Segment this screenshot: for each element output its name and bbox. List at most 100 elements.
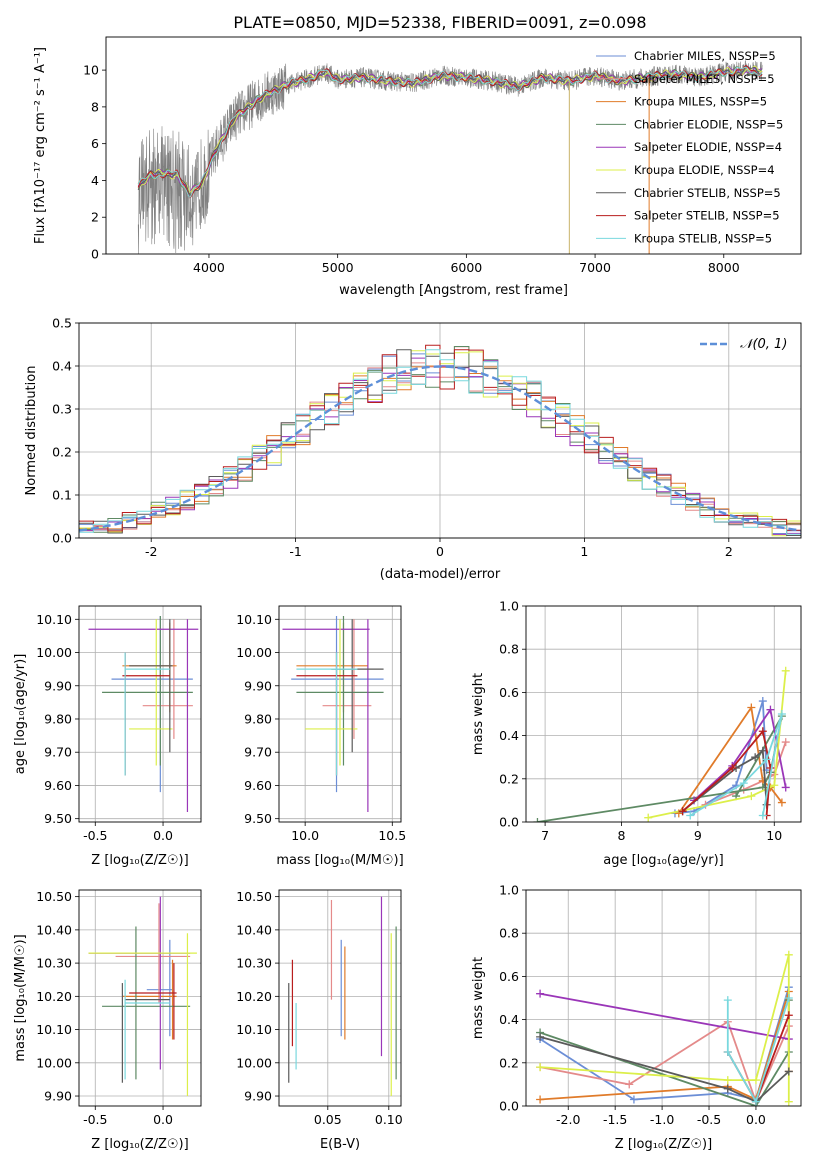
x-axis-label: wavelength [Angstrom, rest frame] [339,283,568,298]
y-tick-label: 10.50 [36,889,72,904]
y-tick-label: 10.10 [36,1022,72,1037]
y-tick-label: 10.50 [236,889,272,904]
weight-marker [758,727,767,736]
plot-area-weight_vs_Z [536,950,793,1106]
x-tick-label: 1 [580,544,588,559]
y-tick-label: 0.1 [52,488,72,503]
y-tick-label: 0.2 [499,771,519,786]
x-tick-label: -1 [289,544,301,559]
plot-area-spectrum [137,60,763,254]
weight-marker [758,697,767,706]
weight-line-salpeter_elodie [539,992,789,1040]
weight-marker [777,798,786,807]
plot-area-age_vs_mass [282,615,384,813]
weight-marker [751,1076,760,1085]
y-tick-label: 0.3 [52,402,72,417]
legend-entry: Salpeter ELODIE, NSSP=4 [634,140,782,154]
y-axis-label: Normed distribution [24,366,39,496]
axes-age_vs_Z: -0.5 0.0 9.50 9.60 9.70 9.80 9.90 10.00 10.10 Z [… [13,605,202,868]
y-tick-label: 10.10 [236,1022,272,1037]
y-tick-label: 10.00 [36,645,72,660]
legend-entry: Kroupa STELIB, NSSP=5 [634,231,772,245]
x-tick-label: 2 [725,544,733,559]
legend-entry: Chabrier STELIB, NSSP=5 [634,186,781,200]
axes-residuals: -2 -1 0 1 2 0.0 0.1 0.2 0.3 0.4 0.5 (data-model)/er… [24,316,802,582]
x-tick-label: 10.5 [378,828,406,843]
x-tick-label: 6000 [450,260,482,275]
residual-hist-kroupa_stelib [79,349,801,535]
x-tick-label: 7000 [579,260,611,275]
legend-entry: Chabrier ELODIE, NSSP=5 [634,117,783,131]
y-tick-label: 0.0 [499,1099,519,1114]
weight-marker [762,755,771,764]
weight-marker [723,1076,732,1085]
legend-entry: Kroupa ELODIE, NSSP=4 [634,163,775,177]
axes-mass_vs_ebv: 0.05 0.10 9.90 10.00 10.10 10.20 10.30 10.40 10.… [236,889,403,1152]
weight-marker [686,811,695,820]
x-tick-label: 0.05 [314,1112,342,1127]
y-axis-label: mass weight [471,673,486,755]
y-tick-label: 9.60 [244,778,272,793]
y-tick-label: 9.60 [44,778,72,793]
x-axis-label: (data-model)/error [380,567,501,582]
x-tick-label: 0.0 [153,828,173,843]
weight-marker [758,811,767,820]
legend-entry: 𝒩(0, 1) [740,337,787,352]
axes-frame [105,36,802,255]
y-tick-label: 0.0 [52,531,72,546]
weight-marker [536,989,545,998]
y-tick-label: 4 [91,173,99,188]
weight-marker [678,807,687,816]
x-tick-label: 10 [766,828,782,843]
weight-marker [784,1097,793,1106]
y-tick-label: 9.80 [44,711,72,726]
weight-marker [644,813,653,822]
y-tick-label: 6 [91,136,99,151]
weight-marker [777,710,786,718]
y-tick-label: 0.2 [499,1055,519,1070]
weight-marker [770,781,779,790]
x-axis-label: age [log₁₀(age/yr)] [603,853,724,868]
weight-line-kroupa_stelib [726,997,790,1104]
y-tick-label: 10 [83,63,99,78]
x-tick-label: 0.0 [153,1112,173,1127]
weight-marker [751,753,760,762]
x-tick-label: -2 [145,544,157,559]
x-tick-label: 10.0 [291,828,319,843]
axes-weight_vs_Z: -2.0 -1.5 -1.0 -0.5 0.0 0.0 0.2 0.4 0.6 0.8 1.0 Z [… [471,883,802,1152]
weight-marker [629,1095,638,1104]
weight-marker [536,1063,545,1072]
x-axis-label: mass [log₁₀(M/M☉)] [276,853,403,868]
y-tick-label: 10.40 [236,922,272,937]
weight-marker [739,779,748,788]
y-tick-label: 10.00 [236,645,272,660]
axes-frame [278,889,402,1107]
weight-marker [766,705,775,714]
y-tick-label: 0.6 [499,685,519,700]
x-tick-label: 0 [436,544,444,559]
weight-marker [723,1084,732,1093]
weight-marker [747,792,756,801]
legend-entry: Salpeter MILES, NSSP=5 [634,72,775,86]
y-tick-label: 10.00 [36,1055,72,1070]
x-tick-label: 4000 [193,260,225,275]
y-tick-label: 9.90 [244,1089,272,1104]
axes-weight_vs_age: 7 8 9 10 0.0 0.2 0.4 0.6 0.8 1.0 age [log₁₀(age/yr… [471,599,802,868]
weight-marker [536,1032,545,1041]
axes-mass_vs_Z: -0.5 0.0 9.90 10.00 10.10 10.20 10.30 10.40 10.5… [13,889,202,1152]
y-tick-label: 0.0 [499,815,519,830]
weight-marker [723,996,732,1005]
x-tick-label: 7 [541,828,549,843]
y-tick-label: 0.8 [499,642,519,657]
y-tick-label: 9.70 [244,745,272,760]
axes-age_vs_mass: 10.0 10.5 9.50 9.60 9.70 9.80 9.90 10.00 10.10 ma… [236,605,406,868]
y-tick-label: 0.2 [52,445,72,460]
x-tick-label: -0.5 [83,1112,107,1127]
weight-marker [781,666,790,675]
axes-frame [78,322,802,539]
y-tick-label: 10.30 [36,956,72,971]
legend-entry: Salpeter STELIB, NSSP=5 [634,209,780,223]
plot-area-weight_vs_age [533,666,790,822]
